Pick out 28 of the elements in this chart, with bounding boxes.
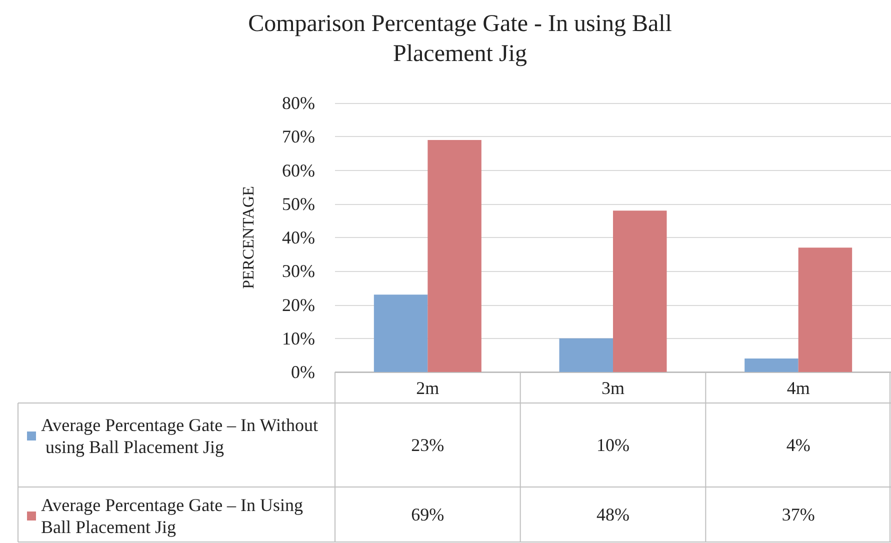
data-label: 69%	[411, 504, 444, 524]
y-tick-label: 10%	[282, 328, 315, 348]
y-tick-label: 70%	[282, 126, 315, 147]
bar	[559, 338, 613, 372]
bar	[744, 358, 798, 372]
x-tick-label: 4m	[786, 378, 810, 398]
legend-label: Average Percentage Gate – In Without using Ball Placement Jig	[41, 415, 318, 457]
y-axis-title: PERCENTAGE	[240, 186, 258, 289]
y-tick-label: 30%	[282, 261, 315, 282]
bar	[428, 140, 482, 372]
data-label: 4%	[786, 435, 810, 455]
data-label: 10%	[596, 435, 630, 455]
bar	[374, 294, 428, 372]
y-tick-label: 20%	[282, 294, 315, 315]
chart-title: Comparison Percentage Gate - In using Ball Placement Jig	[248, 11, 672, 67]
y-tick-label: 60%	[282, 160, 315, 180]
data-label: 37%	[782, 504, 815, 524]
y-tick-label: 40%	[282, 228, 315, 248]
x-tick-label: 3m	[601, 378, 625, 398]
bar	[613, 210, 667, 372]
bar	[798, 248, 852, 372]
legend-label: Average Percentage Gate – In Using Ball Placement Jig	[41, 495, 308, 537]
y-tick-label: 0%	[291, 362, 315, 382]
y-tick-label: 50%	[282, 194, 315, 214]
x-tick-label: 2m	[416, 378, 440, 398]
y-tick-label: 80%	[282, 93, 315, 113]
data-label: 23%	[411, 435, 444, 455]
data-label: 48%	[596, 504, 630, 524]
